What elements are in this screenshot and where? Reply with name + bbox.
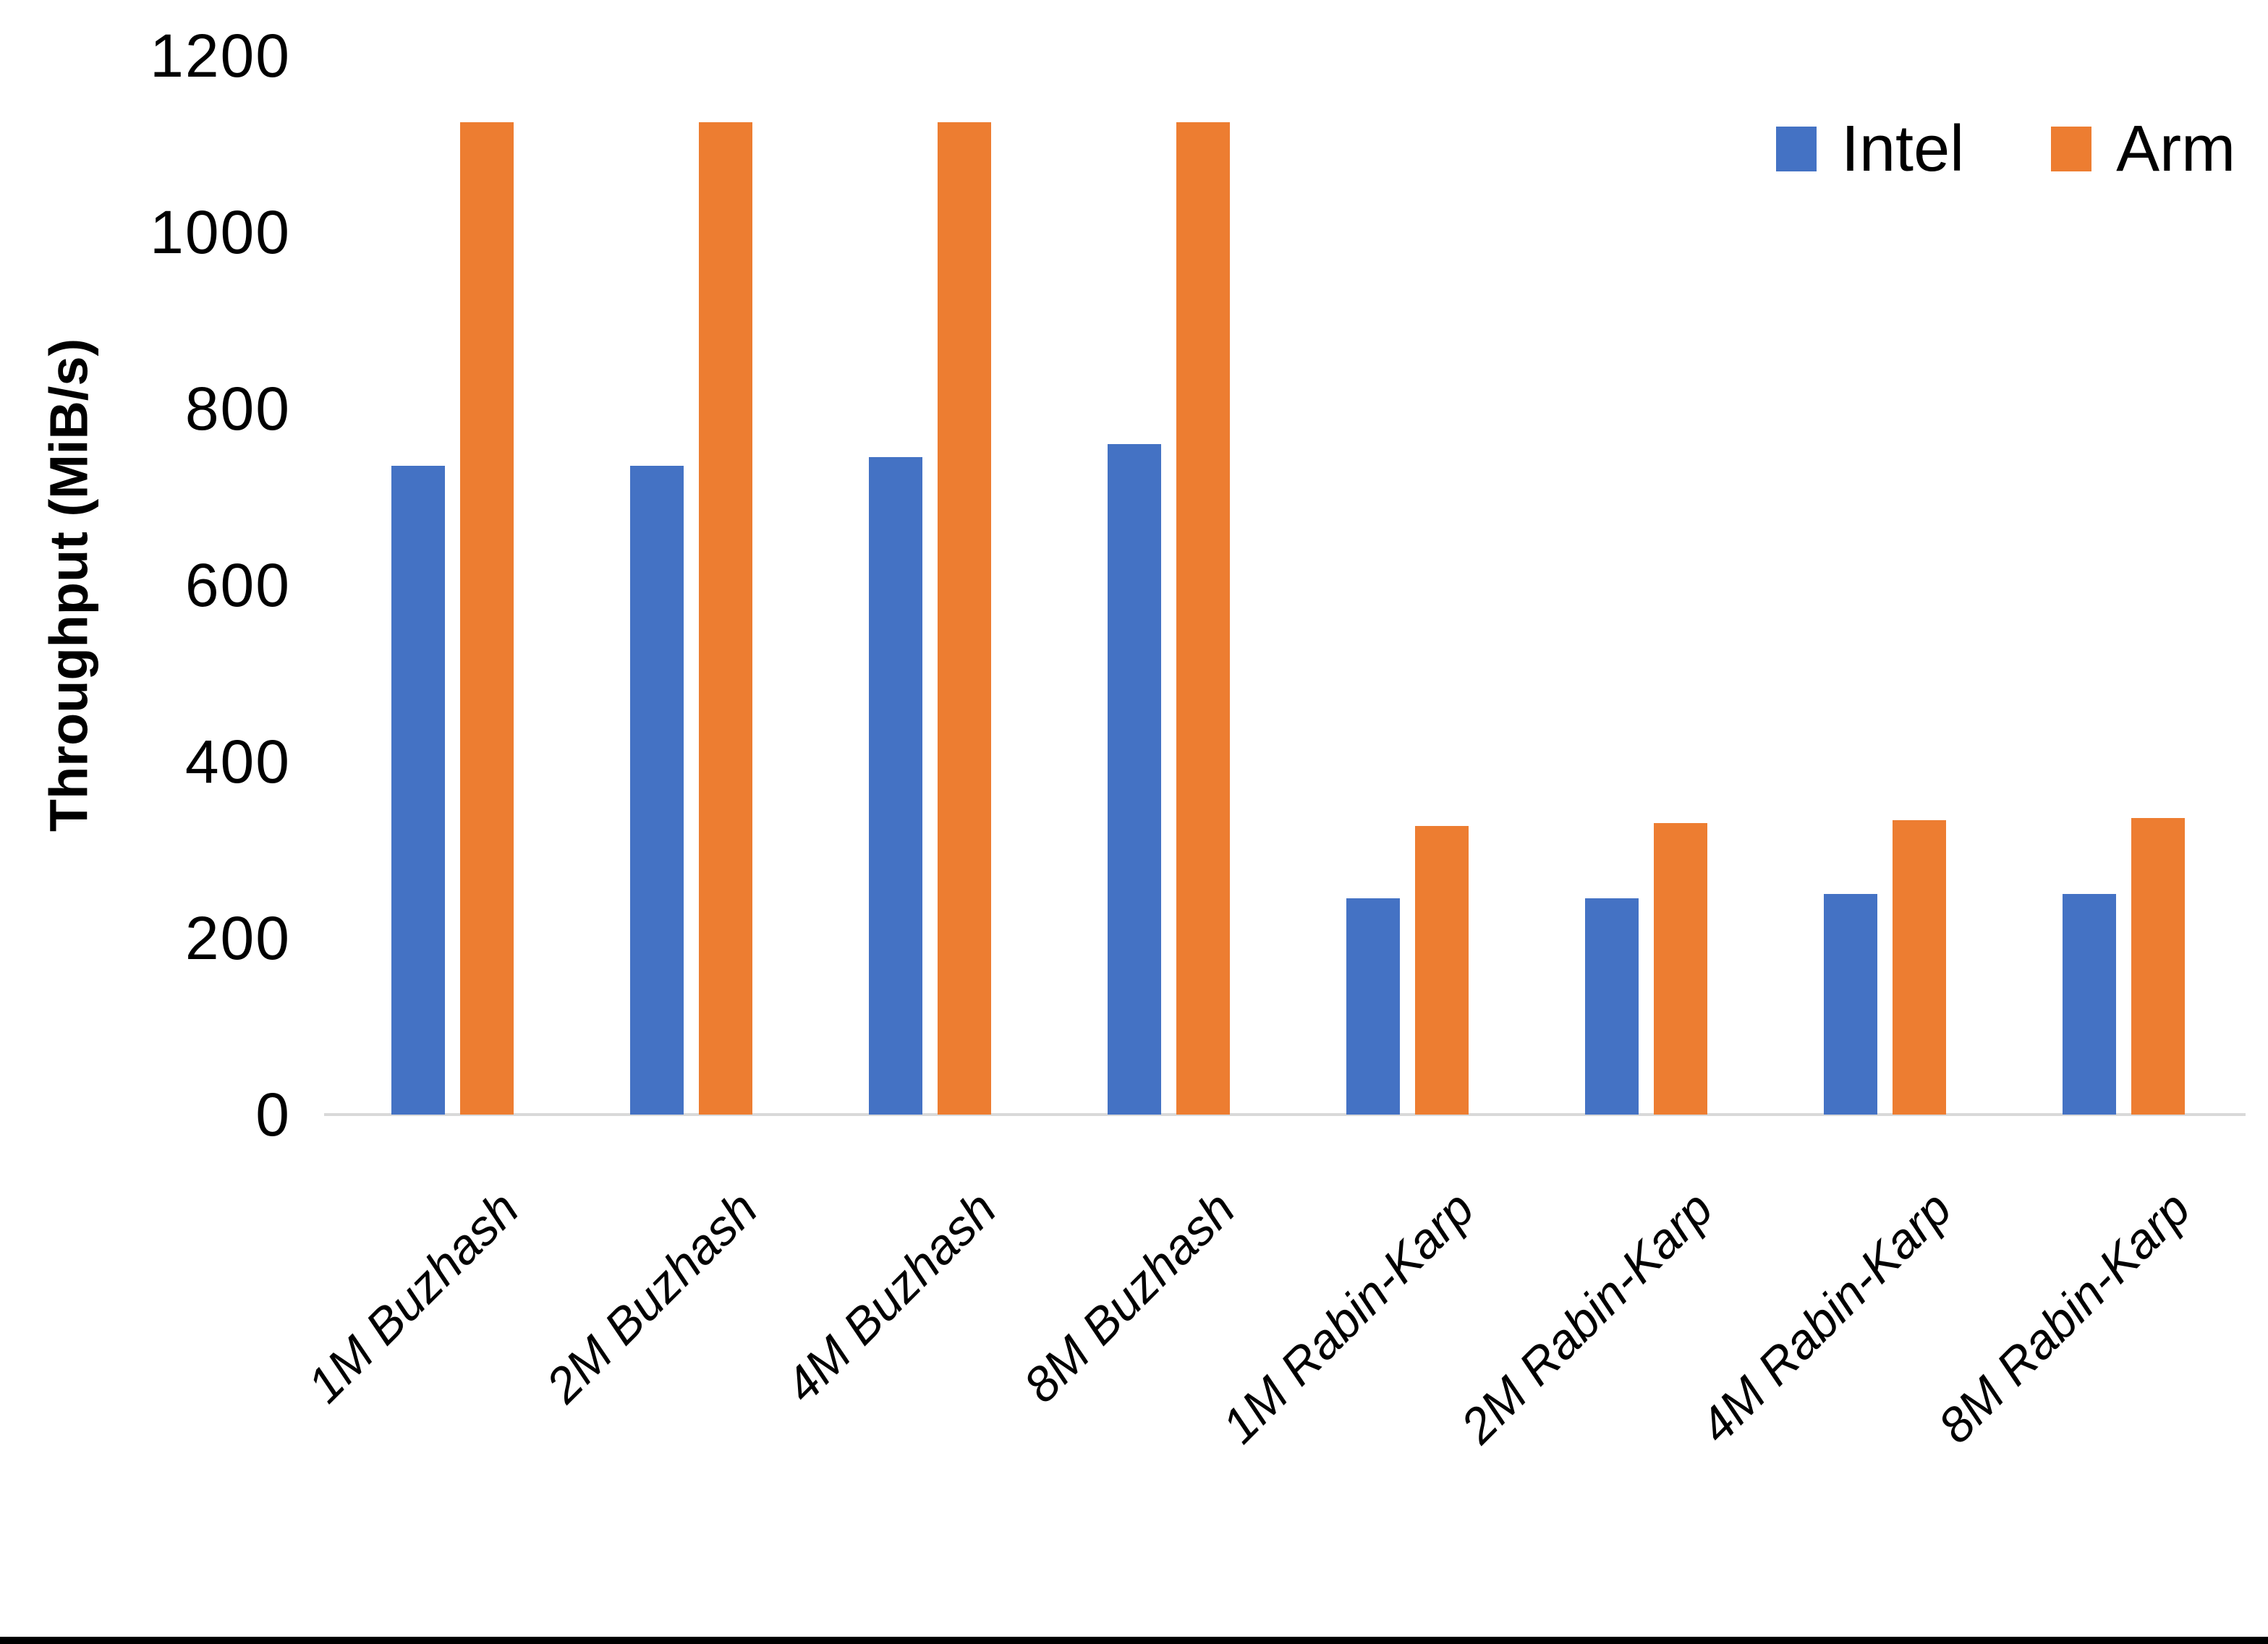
x-axis-label-4m-buzhash: 4M Buzhash [774, 1180, 1007, 1413]
bar-intel-4m-rabin-karp [1823, 894, 1877, 1115]
y-tick-label-1200: 1200 [150, 22, 291, 90]
y-tick-label-200: 200 [184, 904, 291, 972]
y-tick-label-1000: 1000 [150, 198, 291, 266]
x-axis-label-1m-rabin-karp: 1M Rabin-Karp [1211, 1180, 1485, 1454]
bar-arm-4m-rabin-karp [1892, 819, 1946, 1115]
y-tick-label-0: 0 [255, 1081, 291, 1149]
x-axis-line [324, 1113, 2246, 1116]
legend-swatch-intel [1776, 127, 1817, 171]
bar-arm-4m-buzhash [937, 122, 991, 1115]
legend-label-intel: Intel [1841, 113, 1965, 185]
bar-intel-2m-rabin-karp [1584, 898, 1639, 1115]
bar-arm-2m-buzhash [698, 122, 752, 1115]
legend-swatch-arm [2051, 127, 2092, 171]
bar-arm-1m-buzhash [459, 122, 514, 1115]
x-axis-label-2m-buzhash: 2M Buzhash [535, 1180, 768, 1413]
y-tick-label-400: 400 [184, 728, 291, 796]
bar-intel-4m-buzhash [868, 457, 922, 1115]
bottom-border [0, 1637, 2268, 1644]
x-axis-label-8m-buzhash: 8M Buzhash [1013, 1180, 1246, 1413]
bar-arm-8m-buzhash [1176, 122, 1230, 1115]
x-axis-label-1m-buzhash: 1M Buzhash [297, 1180, 530, 1413]
legend-label-arm: Arm [2116, 113, 2236, 185]
bar-intel-2m-buzhash [629, 466, 684, 1115]
bar-arm-1m-rabin-karp [1414, 826, 1469, 1115]
x-axis-label-2m-rabin-karp: 2M Rabin-Karp [1450, 1180, 1723, 1454]
bar-arm-8m-rabin-karp [2131, 818, 2185, 1115]
y-tick-label-600: 600 [184, 551, 291, 619]
x-axis-label-8m-rabin-karp: 8M Rabin-Karp [1927, 1180, 2201, 1454]
bar-intel-8m-buzhash [1107, 443, 1161, 1115]
bar-intel-8m-rabin-karp [2062, 894, 2116, 1115]
y-tick-label-800: 800 [184, 375, 291, 443]
legend: Intel Arm [1776, 114, 2235, 184]
bar-intel-1m-rabin-karp [1346, 898, 1400, 1115]
x-axis-label-4m-rabin-karp: 4M Rabin-Karp [1689, 1180, 1962, 1454]
bar-arm-2m-rabin-karp [1653, 823, 1707, 1115]
bar-intel-1m-buzhash [391, 466, 445, 1115]
